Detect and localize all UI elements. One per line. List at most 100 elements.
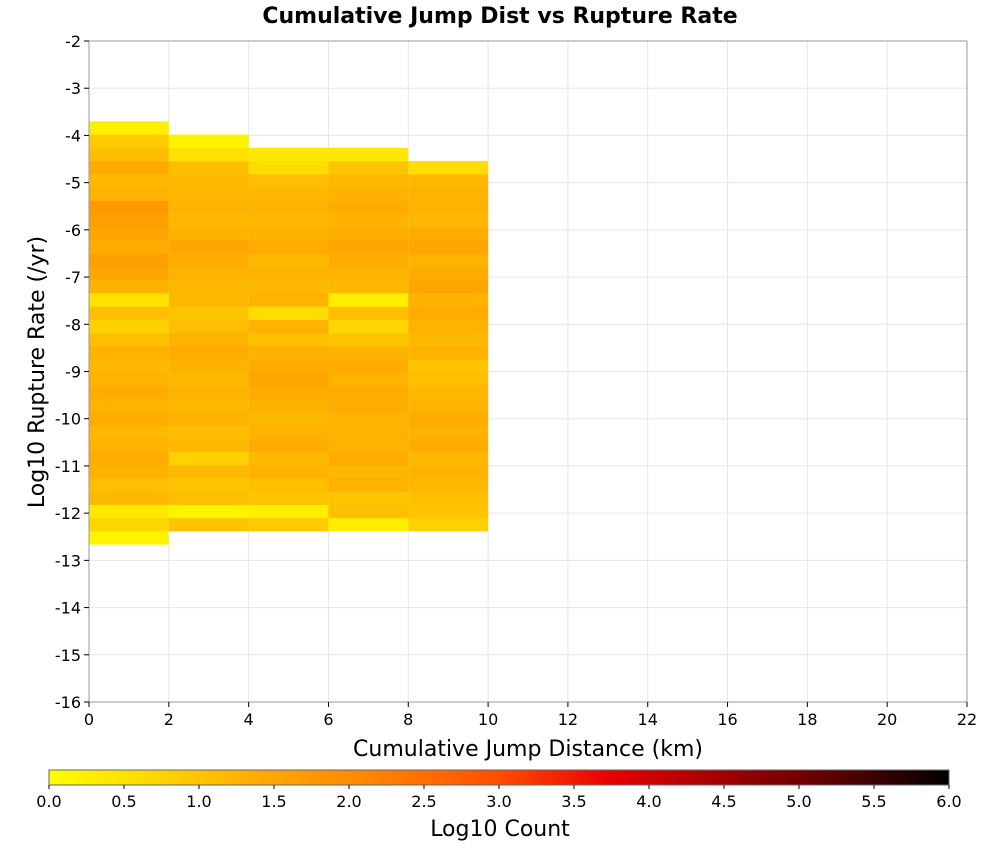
- heatmap-cell: [408, 385, 489, 400]
- colorbar: [48, 769, 950, 786]
- heatmap-cell: [408, 359, 489, 373]
- x-tick-label: 12: [558, 710, 578, 729]
- heatmap-cell: [408, 504, 489, 519]
- heatmap-cell: [408, 319, 489, 334]
- heatmap-cell: [168, 517, 249, 532]
- x-tick-label: 22: [957, 710, 977, 729]
- heatmap-cell: [168, 491, 249, 505]
- heatmap-cell: [89, 359, 169, 373]
- heatmap-cell: [89, 174, 169, 188]
- heatmap-cell: [89, 227, 169, 241]
- y-tick-label: -8: [65, 315, 81, 334]
- colorbar-tick-label: 0.5: [111, 792, 136, 811]
- heatmap-cell: [328, 306, 409, 320]
- y-tick-label: -11: [55, 457, 81, 476]
- heatmap-cell: [248, 438, 329, 453]
- heatmap-cell: [248, 293, 329, 307]
- heatmap-cell: [328, 266, 409, 281]
- heatmap-cell: [168, 359, 249, 373]
- y-ticks: -2 -3 -4 -5 -6 -7 -8 -9 -10 -11 -12 -13 -14 -15 -16: [55, 32, 89, 712]
- heatmap-cell: [89, 200, 169, 215]
- colorbar-tick-label: 0.0: [36, 792, 61, 811]
- heatmap-cell: [248, 491, 329, 505]
- heatmap-cell: [328, 346, 409, 360]
- heatmap-cell: [89, 279, 169, 294]
- y-tick-label: -12: [55, 504, 81, 523]
- heatmap-cell: [408, 227, 489, 241]
- colorbar-ticks: 0.0 0.5 1.0 1.5 2.0 2.5 3.0 3.5 4.0 4.5 5.0 5.5 6.0: [36, 785, 962, 811]
- heatmap-cell: [248, 279, 329, 294]
- heatmap-cell: [328, 478, 409, 492]
- heatmap-cell: [89, 306, 169, 320]
- heatmap-cell: [408, 478, 489, 492]
- heatmap-cell: [168, 504, 249, 519]
- y-tick-label: -4: [65, 126, 81, 145]
- heatmap-cell: [248, 504, 329, 519]
- chart-title: Cumulative Jump Dist vs Rupture Rate: [262, 4, 737, 29]
- heatmap-cell: [408, 187, 489, 201]
- heatmap-cell: [408, 160, 489, 175]
- heatmap-cell: [248, 359, 329, 373]
- heatmap-cell: [89, 121, 169, 135]
- heatmap-cell: [89, 438, 169, 453]
- heatmap-cell: [168, 253, 249, 267]
- y-tick-label: -5: [65, 174, 81, 193]
- heatmap-cell: [89, 464, 169, 479]
- colorbar-tick-label: 2.5: [411, 792, 436, 811]
- heatmap-cell: [328, 240, 409, 254]
- heatmap-cell: [248, 464, 329, 479]
- y-tick-label: -14: [55, 599, 81, 618]
- heatmap-cell: [328, 213, 409, 228]
- heatmap-cell: [168, 134, 249, 149]
- heatmap-cell: [89, 346, 169, 360]
- heatmap-cell: [328, 160, 409, 175]
- heatmap-cell: [248, 425, 329, 439]
- heatmap-cell: [328, 451, 409, 466]
- colorbar-tick-label: 4.0: [636, 792, 661, 811]
- heatmap-cell: [408, 279, 489, 294]
- colorbar-tick-label: 3.5: [561, 792, 586, 811]
- heatmap-cell: [89, 504, 169, 519]
- heatmap-cell: [408, 398, 489, 413]
- heatmap-cell: [248, 451, 329, 466]
- y-tick-label: -16: [55, 693, 81, 712]
- heatmap-cell: [168, 306, 249, 320]
- heatmap-cell: [248, 240, 329, 254]
- heatmap-cell: [248, 398, 329, 413]
- heatmap-cells: [89, 121, 489, 545]
- heatmap-cell: [408, 438, 489, 453]
- heatmap-cell: [328, 319, 409, 334]
- heatmap-cell: [89, 385, 169, 400]
- heatmap-cell: [248, 478, 329, 492]
- y-tick-label: -15: [55, 646, 81, 665]
- heatmap-cell: [89, 187, 169, 201]
- heatmap-cell: [248, 372, 329, 386]
- x-tick-label: 6: [323, 710, 333, 729]
- heatmap-cell: [328, 464, 409, 479]
- heatmap-cell: [89, 147, 169, 162]
- colorbar-tick-label: 5.5: [861, 792, 886, 811]
- heatmap-cell: [408, 412, 489, 426]
- heatmap-cell: [89, 213, 169, 228]
- heatmap-cell: [168, 464, 249, 479]
- heatmap-cell: [248, 213, 329, 228]
- x-ticks: 0 2 4 6 8 10 12 14 16 18 20 22: [84, 702, 977, 729]
- heatmap-cell: [408, 266, 489, 281]
- heatmap-cell: [248, 174, 329, 188]
- heatmap-cell: [248, 253, 329, 267]
- heatmap-cell: [248, 412, 329, 426]
- heatmap-cell: [408, 346, 489, 360]
- heatmap-cell: [248, 306, 329, 320]
- heatmap-cell: [89, 451, 169, 466]
- y-tick-label: -2: [65, 32, 81, 51]
- heatmap-cell: [89, 253, 169, 267]
- heatmap-cell: [89, 517, 169, 532]
- heatmap-cell: [408, 240, 489, 254]
- x-tick-label: 20: [877, 710, 897, 729]
- heatmap-cell: [328, 491, 409, 505]
- x-tick-label: 4: [244, 710, 254, 729]
- heatmap-cell: [168, 187, 249, 201]
- heatmap-cell: [168, 319, 249, 334]
- colorbar-tick-label: 5.0: [786, 792, 811, 811]
